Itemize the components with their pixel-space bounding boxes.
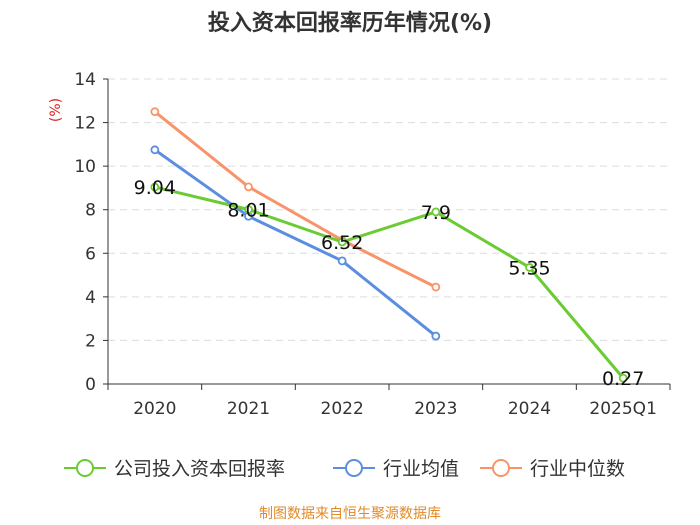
axes: 0 2 4 6 8 10 12 14 2020 2021 2022 2023 2024 2025Q1 (74, 70, 671, 419)
series (150, 107, 628, 383)
data-point (337, 237, 347, 247)
data-label: 6.52 (321, 232, 363, 254)
data-point (431, 282, 441, 292)
series-line-1 (153, 148, 438, 338)
legend-label: 行业均值 (383, 458, 459, 480)
y-tick-label: 6 (85, 244, 96, 264)
x-tick-label: 2020 (133, 399, 176, 419)
data-point (150, 107, 160, 117)
data-point (150, 182, 160, 192)
data-point (618, 373, 628, 383)
data-label: 0.27 (602, 368, 644, 390)
legend: 公司投入资本回报率 行业均值 行业中位数 (64, 458, 625, 480)
chart-title: 投入资本回报率历年情况(%) (208, 10, 492, 36)
grid (108, 78, 670, 341)
series-line-0 (153, 185, 625, 380)
data-label: 9.04 (134, 177, 176, 199)
legend-label: 公司投入资本回报率 (114, 458, 285, 480)
y-tick-label: 14 (74, 70, 96, 90)
source-note: 制图数据来自恒生聚源数据库 (259, 506, 441, 522)
data-label: 5.35 (508, 257, 550, 279)
y-tick-label: 0 (85, 375, 96, 395)
x-tick-label: 2023 (414, 399, 457, 419)
data-point (337, 256, 347, 266)
y-tick-label: 8 (85, 201, 96, 221)
y-tick-label: 2 (85, 331, 96, 351)
legend-swatch-marker (345, 459, 363, 477)
y-tick-label: 10 (74, 157, 96, 177)
series-line-2 (153, 110, 438, 289)
data-point (431, 331, 441, 341)
y-tick-label: 4 (85, 288, 96, 308)
x-tick-label: 2022 (321, 399, 364, 419)
data-point (431, 207, 441, 217)
data-point (244, 205, 253, 214)
y-axis-label: (%) (48, 98, 64, 122)
legend-swatch-marker (492, 459, 510, 477)
legend-swatch-marker (76, 459, 94, 477)
data-point (525, 263, 534, 272)
data-point (150, 145, 160, 155)
data-point (244, 182, 253, 192)
data-label: 8.01 (227, 199, 269, 221)
data-labels: 9.04 8.01 6.52 7.9 5.35 0.27 (134, 177, 645, 390)
x-tick-label: 2021 (227, 399, 270, 419)
data-label: 7.9 (421, 202, 451, 224)
x-tick-label: 2024 (508, 399, 551, 419)
legend-label: 行业中位数 (530, 458, 625, 480)
y-tick-label: 12 (74, 114, 96, 134)
x-tick-label: 2025Q1 (589, 399, 656, 419)
